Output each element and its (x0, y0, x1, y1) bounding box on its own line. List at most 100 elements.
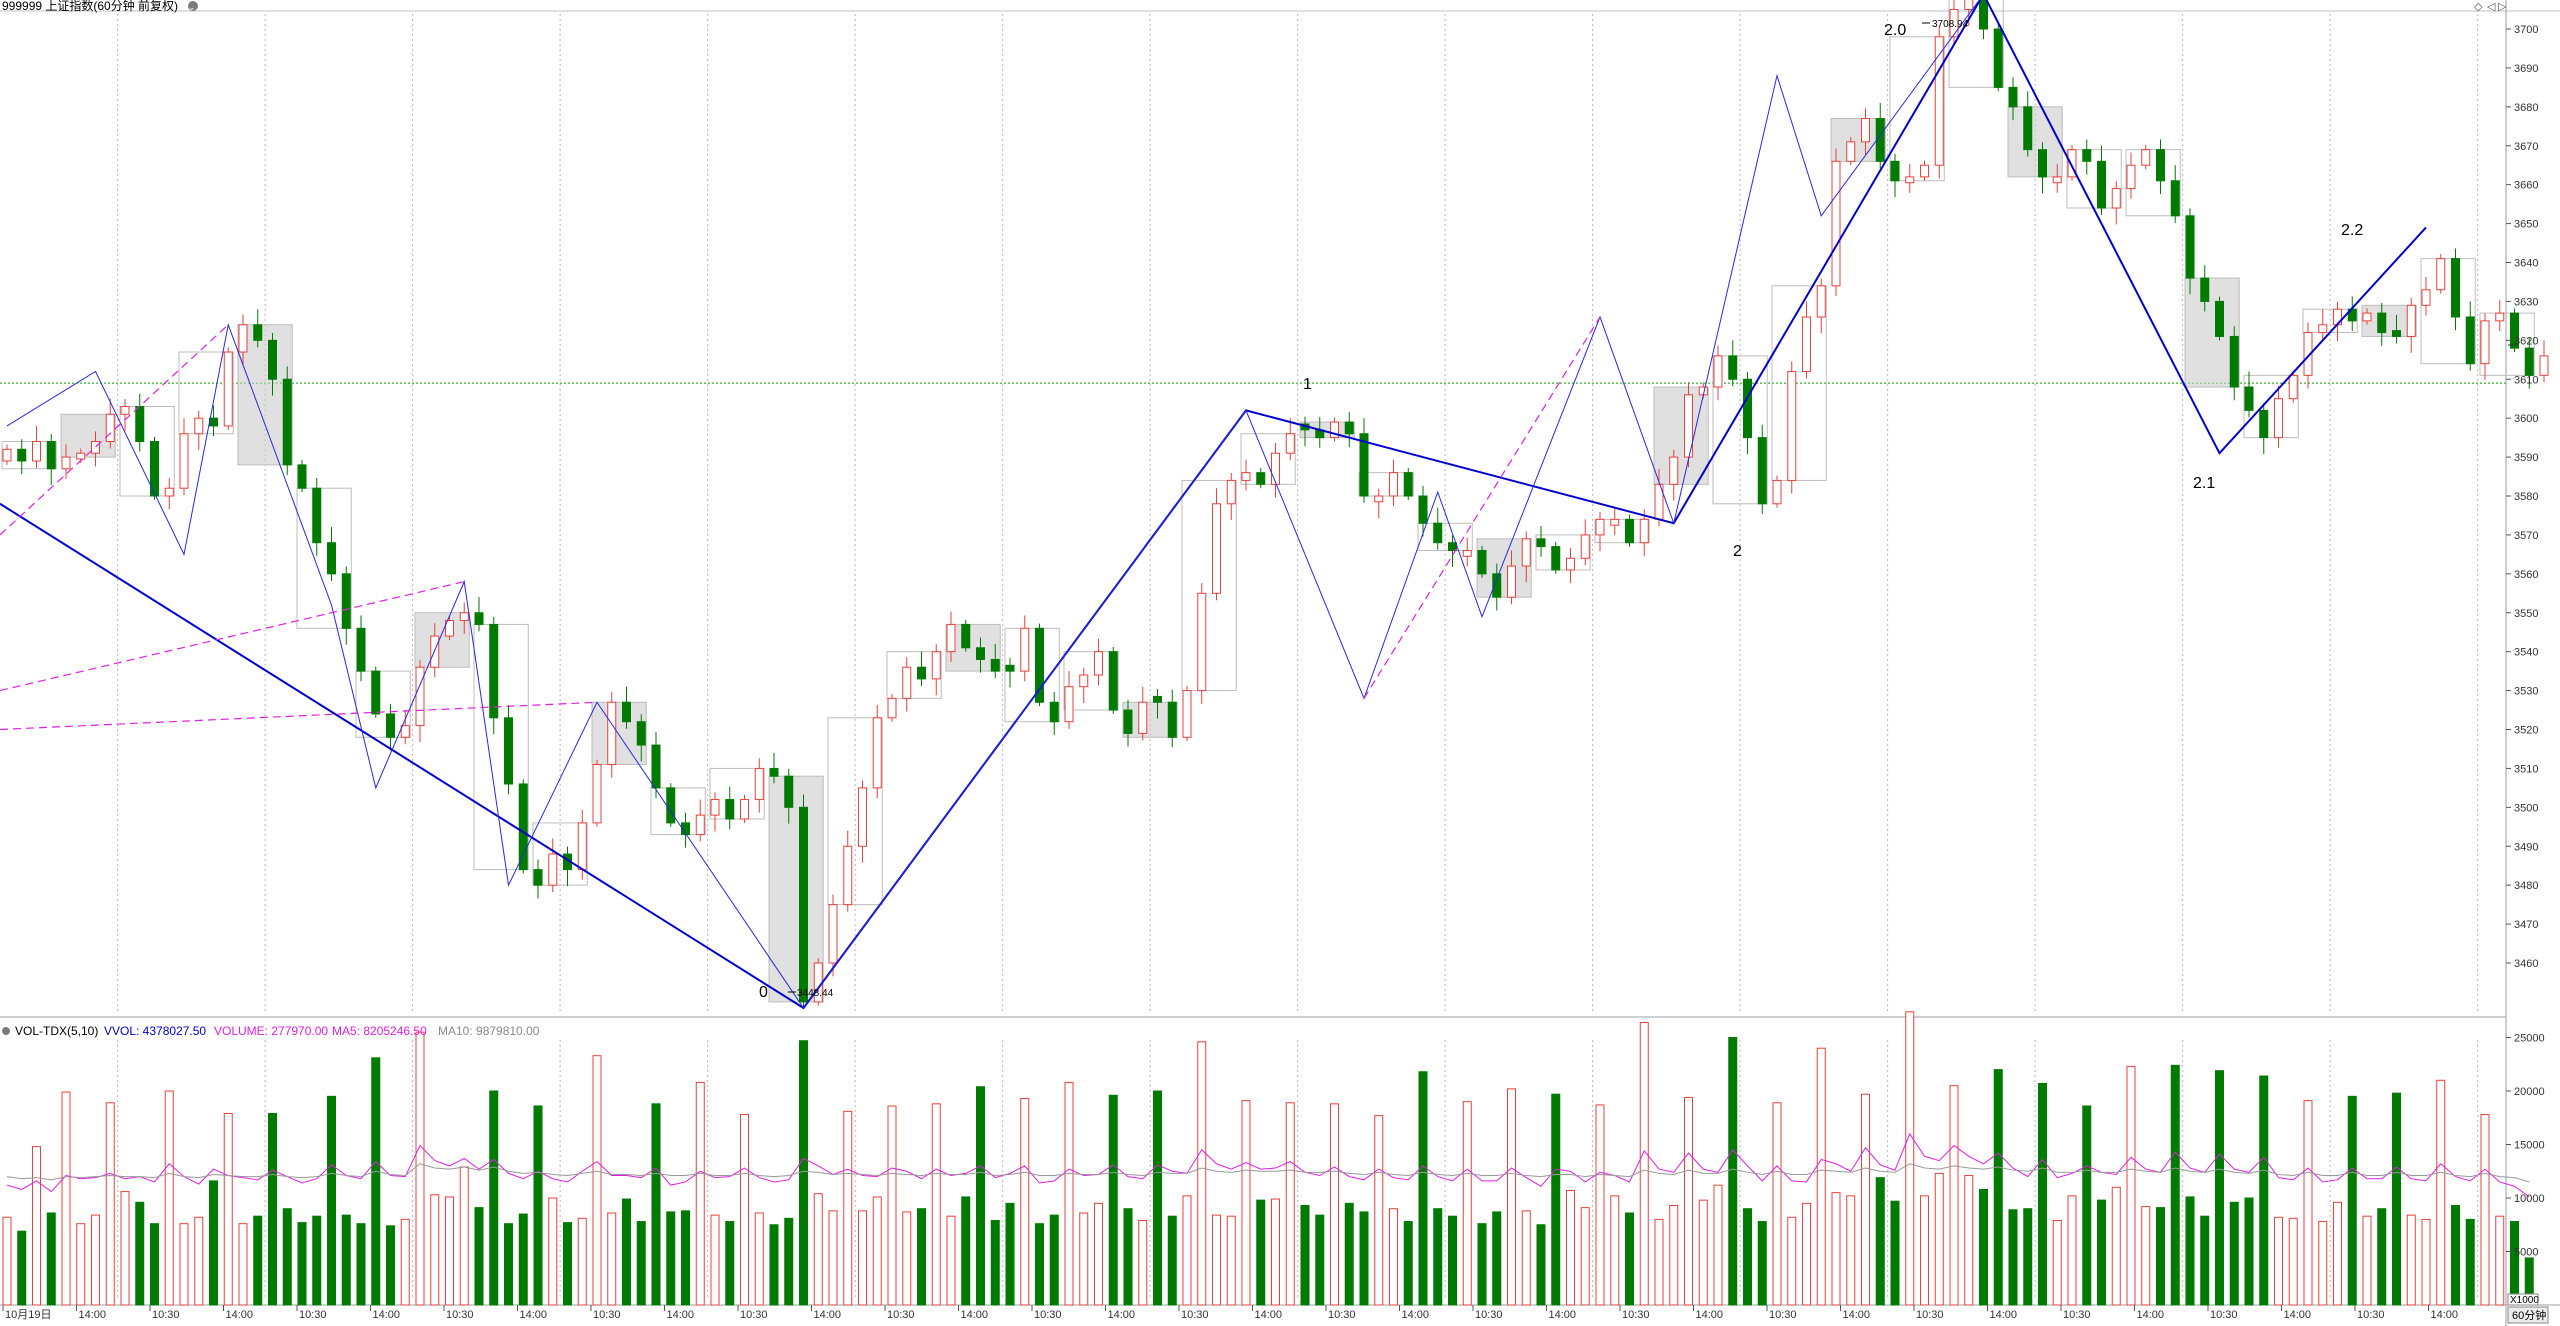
wave-label-0: 0 (759, 984, 768, 1001)
volume-bar (1816, 1047, 1826, 1306)
price-tick-label: 3520 (2514, 725, 2538, 737)
volume-bar (1094, 1202, 1103, 1306)
price-tick-label: 3680 (2514, 102, 2538, 114)
volume-bar (415, 1031, 425, 1306)
left-arrow-icon[interactable]: ◁ (2487, 1, 2496, 13)
channel-line (0, 701, 598, 731)
volume-bar (2170, 1064, 2180, 1306)
time-tick-label: 14:00 (1696, 1309, 1724, 1321)
candle-body (2421, 289, 2431, 306)
low-price-marker: 3448.44 (797, 988, 834, 999)
candle-body (2480, 320, 2490, 365)
consolidation-box (532, 822, 588, 886)
volume-bar (2362, 1215, 2372, 1306)
consolidation-box (296, 487, 352, 629)
candle-body (961, 623, 971, 649)
candle-body (622, 701, 631, 723)
volume-bar (976, 1086, 985, 1306)
candle-body (681, 822, 690, 836)
time-tick-label: 10:30 (593, 1309, 621, 1321)
consolidation-box (2243, 374, 2299, 439)
volume-bar (1772, 1102, 1782, 1306)
candle-body (2111, 188, 2121, 209)
volume-bar (1757, 1221, 1767, 1306)
candle-body (636, 721, 646, 746)
candle-body (400, 725, 410, 738)
volume-bar (1005, 1202, 1015, 1306)
candle-body (1757, 437, 1767, 505)
volume-bar (400, 1218, 410, 1306)
volume-bar (1064, 1081, 1074, 1306)
volume-bar (2126, 1065, 2136, 1306)
volume-bar (2097, 1199, 2106, 1306)
candle-body (46, 441, 56, 470)
volume-bar (887, 1105, 897, 1306)
volume-bar (1433, 1208, 1443, 1306)
volume-bar (2288, 1217, 2298, 1306)
candle-body (1359, 433, 1369, 497)
volume-bar (1890, 1200, 1900, 1306)
candle-body (371, 670, 381, 715)
candle-body (2510, 312, 2519, 349)
volume-bar (961, 1196, 971, 1306)
ma5-value: MA5: 8205246.50 (332, 1024, 427, 1038)
vvol-value: VVOL: 4378027.50 (104, 1024, 206, 1038)
volume-bar (445, 1196, 454, 1306)
volume-bar (1448, 1215, 1457, 1306)
volume-bar (32, 1146, 41, 1306)
candle-body (282, 378, 292, 466)
volume-menu-icon[interactable] (2, 1027, 10, 1035)
candle-body (2170, 180, 2180, 217)
volume-bar (1241, 1100, 1251, 1306)
volume-bar (2465, 1218, 2475, 1306)
volume-bar (828, 1210, 838, 1306)
volume-bar (489, 1090, 499, 1306)
volume-bar (1934, 1172, 1944, 1306)
volume-bar (1079, 1212, 1089, 1306)
time-tick-label: 10:30 (1034, 1309, 1062, 1321)
volume-tick-label: 25000 (2514, 1033, 2545, 1045)
time-tick-label: 10:30 (1916, 1309, 1944, 1321)
right-arrow-icon[interactable]: ▷ (2498, 1, 2507, 13)
diamond-icon[interactable]: ◇ (2474, 1, 2483, 13)
candle-body (105, 413, 115, 443)
consolidation-box (473, 623, 529, 871)
candle-body (1905, 176, 1915, 184)
volume-bar (2052, 1219, 2062, 1306)
candle-body (356, 627, 366, 672)
volume-bar (592, 1055, 602, 1306)
candle-body (91, 441, 100, 454)
time-tick-label: 14:00 (226, 1309, 254, 1321)
candle-body (2495, 312, 2505, 322)
time-tick-label: 10:30 (1769, 1309, 1797, 1321)
candle-body (164, 487, 174, 497)
candle-body (592, 764, 602, 824)
channel-line (1363, 316, 1601, 699)
volume-bar (1108, 1094, 1118, 1306)
volume-bar (1197, 1041, 1207, 1306)
candle-body (2200, 277, 2210, 302)
volume-bar (1492, 1211, 1502, 1306)
candle-body (1138, 701, 1148, 734)
vertical-gridlines (117, 14, 2479, 1300)
dropdown-circle-icon[interactable] (188, 1, 198, 11)
period-button[interactable] (2507, 1306, 2549, 1324)
candle-body (459, 612, 469, 622)
volume-bar (1330, 1103, 1339, 1306)
candle-body (1787, 370, 1797, 481)
volume-bar (282, 1208, 292, 1306)
candle-body (489, 623, 499, 719)
candle-body (1182, 690, 1192, 738)
candle-body (1094, 651, 1103, 676)
volume-bar (754, 1212, 764, 1306)
volume-bar (799, 1040, 808, 1306)
time-tick-label: 14:00 (2137, 1309, 2165, 1321)
volume-bar (636, 1221, 646, 1306)
volume-bar (2259, 1075, 2269, 1306)
price-tick-label: 3620 (2514, 335, 2538, 347)
candle-body (1241, 472, 1251, 481)
candle-body (577, 822, 587, 871)
candle-body (2185, 215, 2195, 279)
volume-bar (105, 1102, 115, 1306)
candle-body (1271, 452, 1280, 485)
